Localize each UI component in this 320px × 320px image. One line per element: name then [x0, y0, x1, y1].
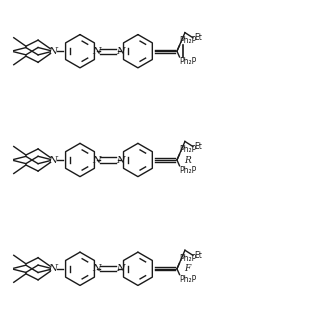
Text: N: N: [116, 47, 124, 56]
Text: Et: Et: [194, 33, 202, 42]
Text: Ph₂P: Ph₂P: [179, 275, 196, 284]
Text: N: N: [116, 264, 124, 273]
Text: N: N: [92, 264, 100, 273]
Text: N: N: [92, 47, 100, 56]
Text: Ph₂P: Ph₂P: [179, 36, 196, 45]
Text: Ph₂P: Ph₂P: [179, 254, 196, 263]
Text: R: R: [184, 156, 191, 164]
Text: F: F: [184, 264, 190, 273]
Text: Ph₂P: Ph₂P: [179, 145, 196, 154]
Text: Ph₂P: Ph₂P: [179, 57, 196, 66]
Text: N: N: [48, 264, 57, 273]
Text: N: N: [92, 156, 100, 164]
Text: Et: Et: [194, 251, 202, 260]
Text: Et: Et: [194, 142, 202, 151]
Text: N: N: [48, 156, 57, 164]
Text: Ph₂P: Ph₂P: [179, 166, 196, 175]
Text: N: N: [116, 156, 124, 164]
Text: N: N: [48, 47, 57, 56]
